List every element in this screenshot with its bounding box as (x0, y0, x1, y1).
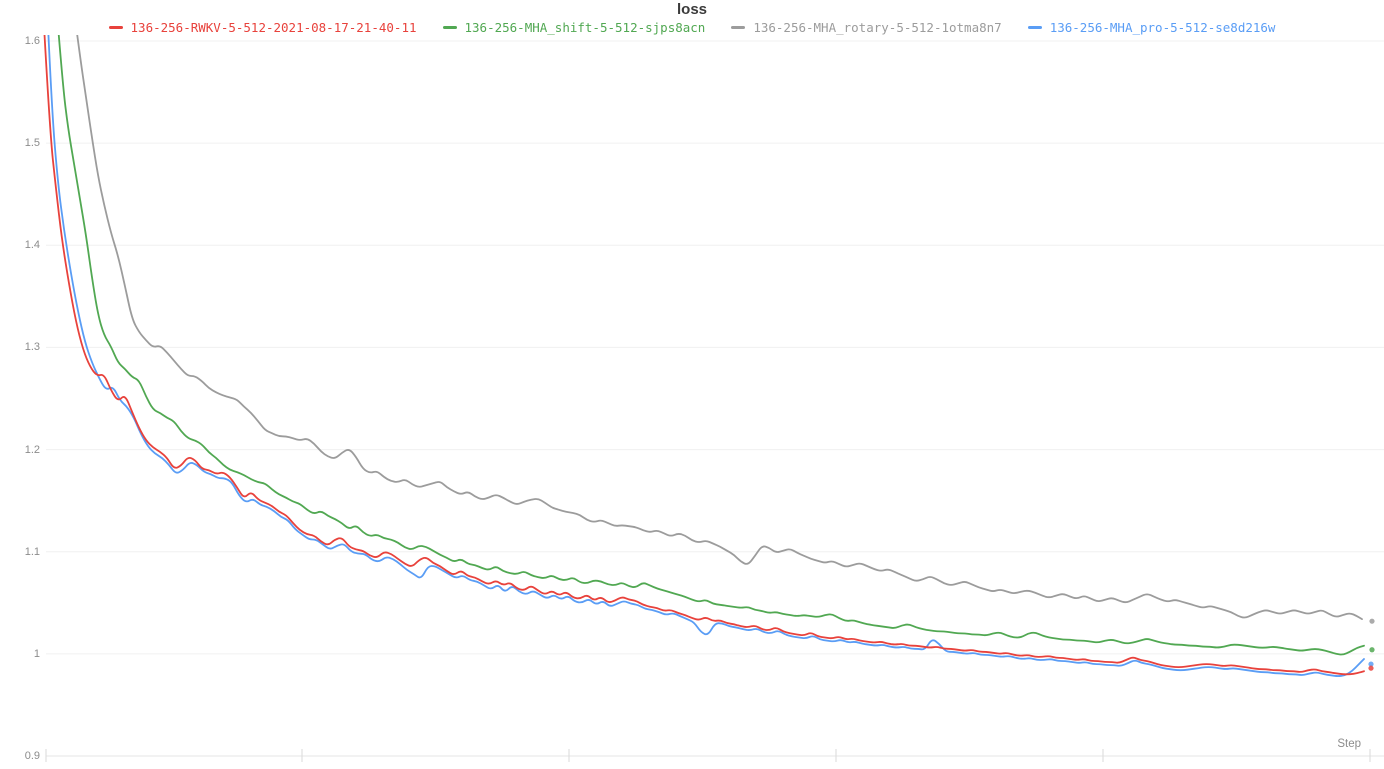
series-line-136-256-MHA_shift-5-512-sjps8acn[interactable] (57, 26, 1365, 656)
chart-legend: 136-256-RWKV-5-512-2021-08-17-21-40-11 13… (0, 20, 1384, 35)
series-end-dot-136-256-MHA_shift-5-512-sjps8acn[interactable] (1369, 647, 1375, 653)
series-line-136-256-RWKV-5-512-2021-08-17-21-40-11[interactable] (43, 26, 1365, 676)
y-tick-label-1.6: 1.6 (24, 35, 40, 47)
series-end-dot-136-256-RWKV-5-512-2021-08-17-21-40-11[interactable] (1368, 665, 1374, 671)
legend-label: 136-256-MHA_shift-5-512-sjps8acn (464, 20, 706, 35)
legend-label: 136-256-MHA_pro-5-512-se8d216w (1049, 20, 1276, 35)
legend-item-136-256-MHA_rotary-5-512-1otma8n7[interactable]: 136-256-MHA_rotary-5-512-1otma8n7 (731, 20, 1002, 35)
legend-dash-icon (731, 26, 746, 29)
y-tick-label-1.1: 1.1 (24, 545, 40, 558)
y-tick-label-1.5: 1.5 (24, 137, 40, 150)
series-end-dot-136-256-MHA_rotary-5-512-1otma8n7[interactable] (1369, 618, 1375, 624)
legend-item-136-256-RWKV-5-512-2021-08-17-21-40-11[interactable]: 136-256-RWKV-5-512-2021-08-17-21-40-11 (108, 20, 417, 35)
series-line-136-256-MHA_pro-5-512-se8d216w[interactable] (47, 26, 1365, 677)
legend-label: 136-256-MHA_rotary-5-512-1otma8n7 (753, 20, 1002, 35)
legend-item-136-256-MHA_shift-5-512-sjps8acn[interactable]: 136-256-MHA_shift-5-512-sjps8acn (442, 20, 706, 35)
legend-dash-icon (108, 26, 123, 29)
series-end-dot-136-256-MHA_pro-5-512-se8d216w[interactable] (1368, 661, 1374, 667)
series-line-136-256-MHA_rotary-5-512-1otma8n7[interactable] (76, 26, 1363, 620)
x-axis-label: Step (1337, 738, 1361, 750)
y-tick-label-1.3: 1.3 (24, 341, 40, 354)
y-tick-label-1.2: 1.2 (24, 443, 40, 456)
y-tick-label-1.4: 1.4 (24, 239, 40, 252)
chart-title: loss (676, 1, 707, 18)
legend-item-136-256-MHA_pro-5-512-se8d216w[interactable]: 136-256-MHA_pro-5-512-se8d216w (1027, 20, 1276, 35)
legend-dash-icon (442, 26, 457, 29)
y-tick-label-1: 1 (33, 647, 40, 660)
legend-dash-icon (1027, 26, 1042, 29)
legend-label: 136-256-RWKV-5-512-2021-08-17-21-40-11 (130, 20, 417, 35)
y-tick-label-0.9: 0.9 (24, 750, 40, 762)
